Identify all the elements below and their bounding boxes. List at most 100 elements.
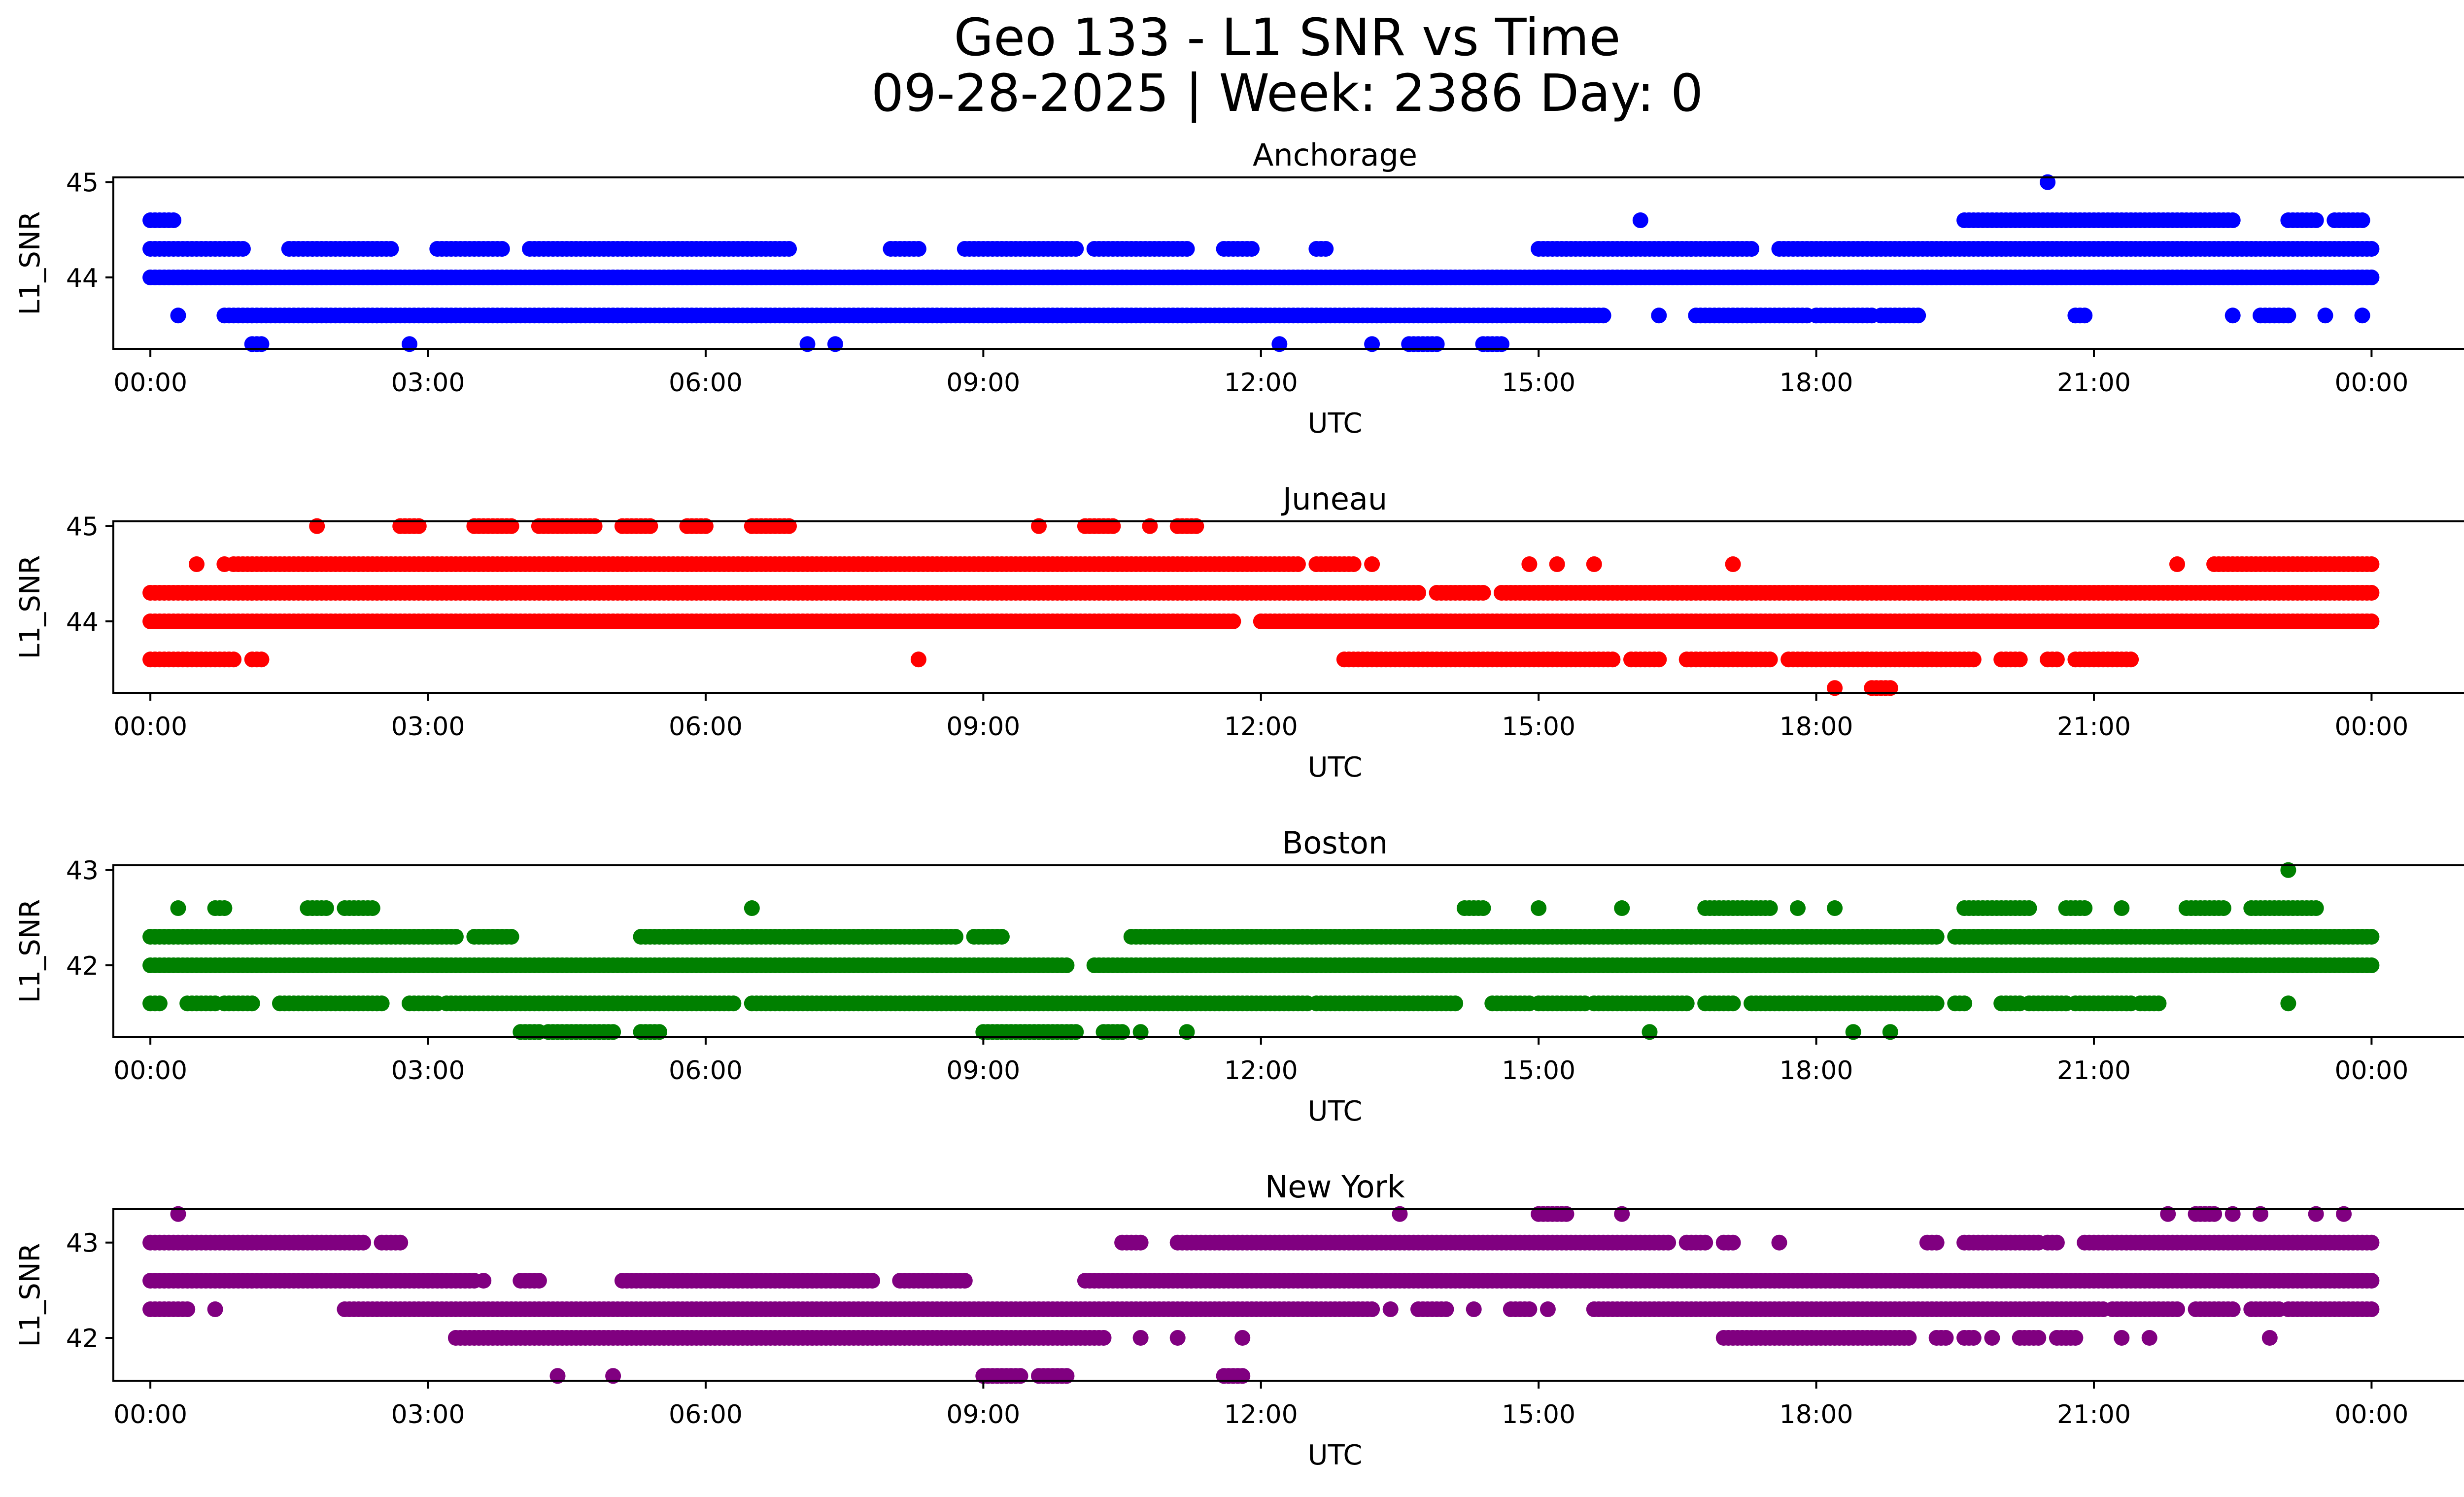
data-point — [2355, 212, 2370, 228]
data-point — [179, 1301, 195, 1317]
data-point — [318, 900, 334, 916]
data-point — [2169, 556, 2185, 572]
data-point — [1447, 995, 1463, 1011]
x-tick-label: 09:00 — [946, 1056, 1020, 1086]
data-point — [531, 1273, 547, 1289]
data-point — [1318, 241, 1334, 257]
x-tick-label: 09:00 — [946, 368, 1020, 398]
data-point — [1827, 900, 1843, 916]
data-point — [1725, 995, 1741, 1011]
data-point — [911, 241, 926, 257]
data-point — [226, 651, 241, 667]
x-tick-label: 09:00 — [946, 712, 1020, 742]
x-tick-label: 03:00 — [391, 712, 465, 742]
data-point — [1725, 556, 1741, 572]
data-point — [2077, 900, 2092, 916]
data-point — [1790, 900, 1806, 916]
data-point — [1475, 585, 1491, 601]
data-point — [1910, 307, 1926, 323]
data-point — [2225, 307, 2241, 323]
data-point — [1531, 900, 1546, 916]
x-tick-label: 21:00 — [2057, 1056, 2131, 1086]
data-point — [1633, 212, 1648, 228]
data-point — [374, 995, 390, 1011]
data-point — [1540, 1301, 1556, 1317]
data-point — [2318, 307, 2333, 323]
data-point — [235, 241, 251, 257]
data-point — [1466, 1301, 1482, 1317]
y-tick-label: 43 — [66, 856, 99, 886]
data-point — [1346, 556, 1362, 572]
data-point — [448, 929, 464, 945]
data-point — [1929, 929, 1945, 945]
data-point — [2123, 651, 2139, 667]
data-point — [1364, 556, 1380, 572]
x-tick-label: 12:00 — [1224, 1056, 1298, 1086]
data-point — [1521, 556, 1537, 572]
data-point — [244, 995, 260, 1011]
x-tick-label: 06:00 — [669, 1056, 743, 1086]
data-point — [216, 900, 232, 916]
data-point — [1225, 613, 1241, 629]
data-point — [1179, 241, 1195, 257]
x-tick-label: 12:00 — [1224, 368, 1298, 398]
x-tick-label: 00:00 — [2334, 1056, 2408, 1086]
data-point — [476, 1273, 491, 1289]
x-tick-label: 06:00 — [669, 368, 743, 398]
data-point — [1244, 241, 1260, 257]
data-point — [254, 651, 270, 667]
data-point — [2280, 307, 2296, 323]
data-point — [725, 995, 741, 1011]
data-point — [1059, 957, 1074, 973]
y-tick-label: 45 — [66, 169, 99, 198]
data-point — [2308, 212, 2324, 228]
x-tick-label: 18:00 — [1780, 712, 1853, 742]
data-point — [189, 556, 205, 572]
data-point — [1762, 900, 1778, 916]
x-axis-label: UTC — [1307, 751, 1362, 783]
data-point — [1614, 900, 1630, 916]
panel-title: Anchorage — [1253, 137, 1417, 173]
x-tick-label: 00:00 — [2334, 712, 2408, 742]
data-point — [1596, 307, 1611, 323]
data-point — [1651, 651, 1667, 667]
data-point — [1438, 1301, 1454, 1317]
data-point — [2077, 307, 2092, 323]
data-point — [365, 900, 380, 916]
x-tick-label: 00:00 — [113, 712, 187, 742]
data-point — [1762, 651, 1778, 667]
data-point — [1383, 1301, 1399, 1317]
x-axis-label: UTC — [1307, 1095, 1362, 1127]
data-point — [2012, 651, 2028, 667]
data-point — [1410, 585, 1426, 601]
data-point — [2114, 900, 2129, 916]
y-tick-label: 44 — [66, 264, 99, 293]
data-point — [1679, 995, 1695, 1011]
x-tick-label: 06:00 — [669, 712, 743, 742]
data-point — [171, 307, 186, 323]
x-tick-label: 15:00 — [1502, 712, 1575, 742]
data-point — [1966, 651, 1982, 667]
data-point — [1586, 556, 1602, 572]
data-point — [2363, 1273, 2379, 1289]
y-tick-label: 42 — [66, 952, 99, 981]
chart-title: Geo 133 - L1 SNR vs Time — [954, 7, 1620, 68]
data-point — [171, 900, 186, 916]
x-tick-label: 00:00 — [113, 368, 187, 398]
data-point — [948, 929, 963, 945]
panel-title: Juneau — [1281, 481, 1387, 517]
data-point — [2363, 957, 2379, 973]
x-tick-label: 03:00 — [391, 368, 465, 398]
y-axis-label: L1_SNR — [14, 555, 46, 659]
data-point — [1475, 900, 1491, 916]
data-point — [2225, 212, 2241, 228]
data-point — [2021, 900, 2037, 916]
data-point — [1549, 556, 1565, 572]
x-tick-label: 00:00 — [2334, 368, 2408, 398]
data-point — [2363, 556, 2379, 572]
chart-subtitle: 09-28-2025 | Week: 2386 Day: 0 — [871, 63, 1703, 123]
y-tick-label: 45 — [66, 512, 99, 542]
data-point — [494, 241, 510, 257]
